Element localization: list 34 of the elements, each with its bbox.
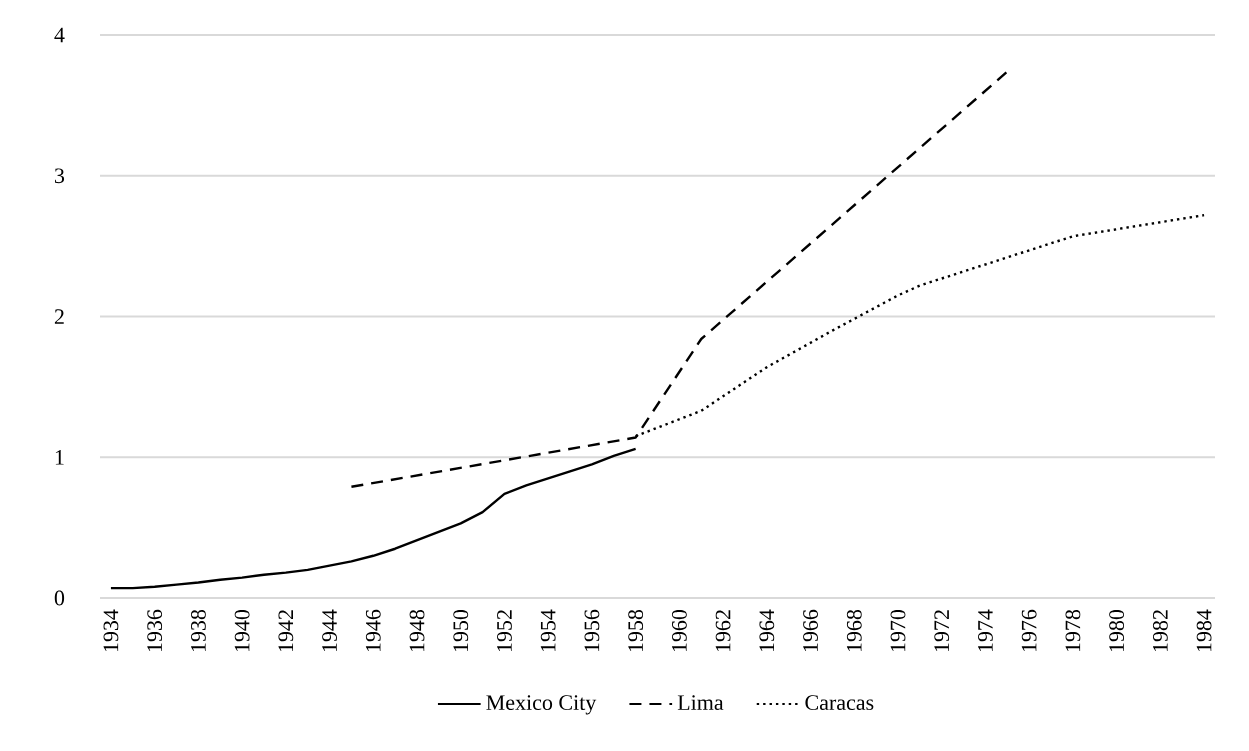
legend-label: Mexico City bbox=[486, 695, 597, 715]
x-tick-label: 1938 bbox=[190, 609, 206, 652]
x-tick-label: 1964 bbox=[759, 609, 775, 652]
y-tick-label: 3 bbox=[55, 168, 65, 184]
x-tick-label: 1976 bbox=[1021, 609, 1037, 652]
legend-label: Caracas bbox=[805, 695, 874, 711]
y-tick-label: 2 bbox=[54, 309, 64, 324]
x-tick-label: 1950 bbox=[453, 609, 469, 652]
y-tick-label: 0 bbox=[54, 590, 65, 606]
x-tick-label: 1972 bbox=[934, 610, 950, 652]
x-tick-label: 1980 bbox=[1109, 609, 1125, 652]
x-tick-label: 1934 bbox=[103, 609, 119, 652]
x-tick-label: 1974 bbox=[978, 609, 993, 652]
x-tick-label: 1944 bbox=[322, 609, 337, 652]
x-tick-label: 1970 bbox=[890, 609, 906, 652]
x-tick-label: 1936 bbox=[147, 609, 163, 652]
x-tick-label: 1966 bbox=[803, 609, 818, 652]
x-tick-label: 1940 bbox=[234, 609, 250, 652]
x-tick-label: 1978 bbox=[1065, 609, 1081, 652]
x-tick-label: 1962 bbox=[715, 610, 731, 652]
x-tick-label: 1948 bbox=[409, 609, 425, 652]
x-tick-label: 1946 bbox=[365, 609, 381, 652]
y-tick-label: 4 bbox=[54, 27, 65, 43]
y-tick-label: 1 bbox=[55, 449, 64, 465]
x-tick-label: 1954 bbox=[540, 609, 556, 652]
x-tick-label: 1982 bbox=[1152, 610, 1168, 652]
x-tick-label: 1942 bbox=[278, 610, 294, 652]
x-tick-label: 1958 bbox=[628, 609, 644, 652]
x-tick-label: 1952 bbox=[497, 610, 512, 652]
legend-label: Lima bbox=[677, 695, 724, 711]
x-tick-label: 1960 bbox=[671, 609, 687, 652]
x-tick-label: 1956 bbox=[584, 609, 600, 652]
x-tick-label: 1984 bbox=[1196, 609, 1212, 652]
x-tick-label: 1968 bbox=[846, 609, 862, 652]
